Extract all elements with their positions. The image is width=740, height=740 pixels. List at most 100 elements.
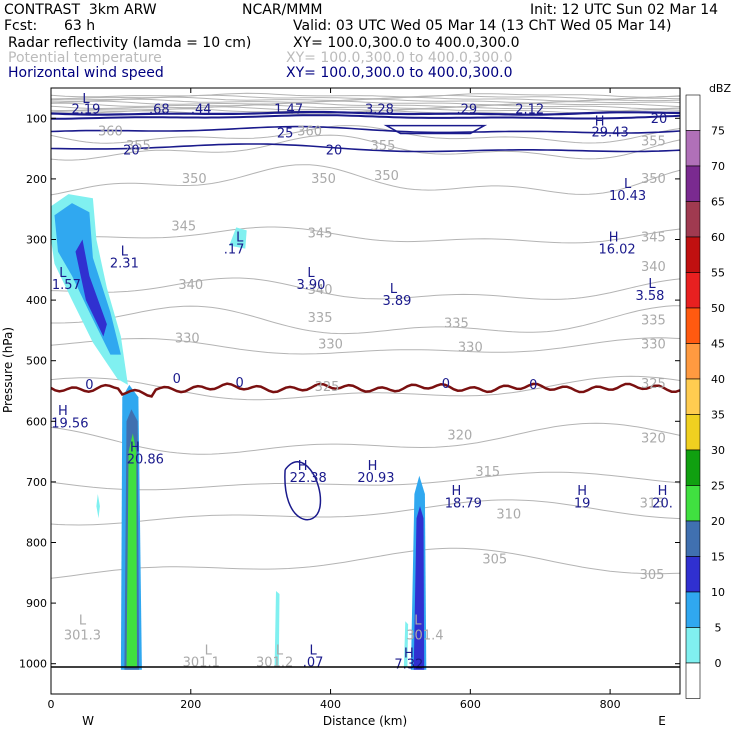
wind-label: .44 [191, 102, 212, 117]
wind-label: 3.28 [365, 102, 394, 117]
reflectivity-cell [403, 621, 409, 667]
field-2-xy: XY= 100.0,300.0 to 400.0,300.0 [286, 50, 513, 66]
colorbar-swatch [685, 130, 701, 167]
wind-label: 2.12 [515, 102, 544, 117]
wind-label: 0 [529, 378, 537, 393]
colorbar-swatch [685, 236, 701, 273]
wind-label: H [404, 647, 414, 662]
wind-label: H [658, 484, 668, 499]
wind-label: 1.47 [274, 102, 303, 117]
wind-label: 22.38 [290, 471, 327, 486]
wind-contours [51, 110, 680, 521]
wind-label: 20 [123, 144, 140, 159]
fcst-value: 63 h [64, 18, 96, 34]
field-2-name: Potential temperature [8, 50, 162, 66]
theta-label: 350 [311, 172, 336, 187]
wind-label: H [595, 115, 605, 130]
wind-label: 10.43 [609, 189, 646, 204]
theta-contour [51, 337, 680, 355]
theta-contour [51, 125, 680, 144]
theta-label: 325 [641, 377, 666, 392]
reflectivity-cell [96, 494, 100, 519]
wind-label: H [130, 441, 140, 456]
colorbar-level-label: 70 [711, 160, 725, 173]
wind-label: 19 [574, 496, 591, 511]
colorbar-swatch [685, 307, 701, 344]
colorbar-swatch [685, 520, 701, 557]
init-time: Init: 12 UTC Sun 02 Mar 14 [530, 2, 719, 18]
theta-label: 355 [641, 135, 666, 150]
y-tick-label: 500 [26, 355, 47, 368]
theta-contour [51, 164, 680, 196]
wind-label: 20.93 [357, 471, 394, 486]
theta-label: 355 [126, 139, 151, 154]
wind-contour [51, 125, 680, 134]
valid-time: Valid: 03 UTC Wed 05 Mar 14 (13 ChT Wed … [293, 18, 672, 34]
theta-label: 360 [297, 124, 322, 139]
colorbar-swatch [685, 591, 701, 628]
x-tick-label: 200 [180, 698, 201, 711]
theta-contour [51, 499, 680, 526]
plot-frame [50, 87, 681, 695]
theta-label: 301.4 [406, 628, 443, 643]
theta-contour [51, 305, 680, 335]
theta-label: L [79, 613, 87, 628]
colorbar-level-label: 50 [711, 302, 725, 315]
theta-contour [51, 102, 680, 108]
theta-label: 315 [475, 465, 500, 480]
colorbar-unit: dBZ [709, 82, 732, 95]
colorbar-level-label: 45 [711, 338, 725, 351]
colorbar-level-label: 20 [711, 515, 725, 528]
x-axis-label: Distance (km) [323, 714, 407, 728]
wind-label: L [648, 277, 656, 292]
theta-label: 315 [640, 496, 665, 511]
wind-label: 20 [326, 144, 343, 159]
wind-label: 7.32 [394, 658, 423, 673]
colorbar-level-label: 0 [715, 657, 722, 670]
x-tick-label: 600 [460, 698, 481, 711]
y-tick-label: 600 [26, 415, 47, 428]
wind-contour [284, 461, 322, 521]
theta-label: 335 [444, 316, 469, 331]
wind-label: 0 [236, 376, 244, 391]
field-3-name: Horizontal wind speed [8, 65, 164, 81]
theta-label: 330 [175, 332, 200, 347]
wind-label: L [236, 230, 244, 245]
y-tick-label: 100 [26, 112, 47, 125]
y-tick-label: 800 [26, 537, 47, 550]
theta-label: 340 [641, 260, 666, 275]
wind-label: 16.02 [598, 242, 635, 257]
field-3-xy: XY= 100.0,300.0 to 400.0,300.0 [286, 65, 513, 81]
theta-label: 345 [641, 230, 666, 245]
wind-label: 2.31 [110, 256, 139, 271]
theta-contour [51, 375, 680, 401]
colorbar-level-label: 25 [711, 480, 725, 493]
wind-label: L [82, 92, 90, 107]
wind-label: 29.43 [592, 125, 629, 140]
colorbar-swatch [685, 94, 701, 131]
wind-label: 3.89 [382, 294, 411, 309]
colorbar-swatch [685, 165, 701, 202]
y-tick-label: 400 [26, 294, 47, 307]
wind-label: H [451, 484, 461, 499]
wind-label: .17 [224, 242, 245, 257]
wind-label: L [121, 244, 129, 259]
theta-label: 305 [482, 553, 507, 568]
theta-label: 325 [315, 380, 340, 395]
theta-label: 350 [374, 169, 399, 184]
colorbar-swatch [685, 272, 701, 309]
wind-label: 0 [85, 378, 93, 393]
x-tick-label: 800 [600, 698, 621, 711]
theta-label: 335 [641, 313, 666, 328]
colorbar-level-label: 35 [711, 409, 725, 422]
wind-contour [51, 110, 680, 116]
wind-label: L [59, 266, 67, 281]
wind-label: L [309, 644, 317, 659]
y-tick-label: 200 [26, 173, 47, 186]
reflectivity-shading [51, 194, 427, 670]
theta-contour [51, 422, 680, 455]
colorbar-swatch [685, 449, 701, 486]
